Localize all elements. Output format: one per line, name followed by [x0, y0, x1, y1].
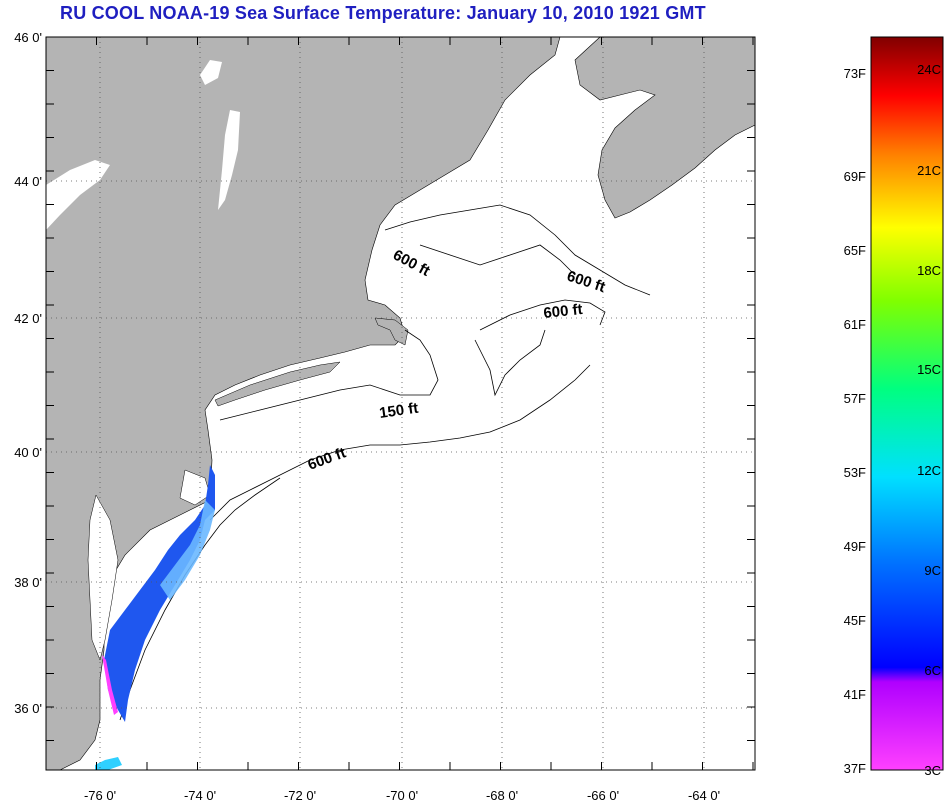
longitude-labels: -76 0' -74 0' -72 0' -70 0' -68 0' -66 0… — [84, 788, 720, 803]
long-island — [214, 361, 341, 407]
cape-cod — [374, 317, 409, 346]
contour-600ft-gulf-of-maine — [384, 204, 651, 397]
lon-tick-label: -72 0' — [284, 788, 316, 803]
colorbar-c-label: 9C — [924, 563, 941, 578]
lon-tick-label: -76 0' — [84, 788, 116, 803]
colorbar: 73F 69F 65F 61F 57F 53F 49F 45F 41F 37F 24C 21C 18C… — [844, 36, 944, 778]
colorbar-f-label: 37F — [844, 761, 866, 776]
colorbar-f-label: 53F — [844, 465, 866, 480]
map-title: RU COOL NOAA-19 Sea Surface Temperature:… — [60, 3, 706, 23]
sst-patch-small — [95, 757, 122, 770]
lon-tick-label: -68 0' — [486, 788, 518, 803]
lon-tick-label: -74 0' — [184, 788, 216, 803]
lat-tick-label: 46 0' — [14, 30, 42, 45]
colorbar-f-label: 57F — [844, 391, 866, 406]
colorbar-celsius-labels: 24C 21C 18C 15C 12C 9C 6C 3C — [917, 62, 941, 778]
lon-tick-label: -66 0' — [587, 788, 619, 803]
axis-ticks — [45, 36, 755, 770]
lat-tick-label: 42 0' — [14, 311, 42, 326]
colorbar-f-label: 65F — [844, 243, 866, 258]
colorbar-fahrenheit-labels: 73F 69F 65F 61F 57F 53F 49F 45F 41F 37F — [844, 66, 866, 776]
latitude-labels: 46 0' 44 0' 42 0' 40 0' 38 0' 36 0' — [14, 30, 42, 716]
map-grid — [46, 37, 755, 770]
contour-label: 150 ft — [378, 400, 419, 422]
colorbar-c-label: 12C — [917, 463, 941, 478]
colorbar-c-label: 24C — [917, 62, 941, 77]
colorbar-f-label: 73F — [844, 66, 866, 81]
colorbar-c-label: 15C — [917, 362, 941, 377]
land-maritimes — [574, 37, 755, 219]
sst-patch-warm-edge — [160, 500, 215, 600]
lat-tick-label: 44 0' — [14, 174, 42, 189]
lon-tick-label: -64 0' — [688, 788, 720, 803]
colorbar-c-label: 6C — [924, 663, 941, 678]
colorbar-c-label: 18C — [917, 263, 941, 278]
sst-patch — [104, 465, 215, 722]
colorbar-gradient — [870, 36, 944, 771]
delaware-bay — [179, 469, 211, 506]
colorbar-c-label: 3C — [924, 763, 941, 778]
lat-tick-label: 36 0' — [14, 701, 42, 716]
sst-patch-coast — [102, 655, 118, 715]
colorbar-f-label: 69F — [844, 169, 866, 184]
colorbar-f-label: 41F — [844, 687, 866, 702]
colorbar-c-label: 21C — [917, 163, 941, 178]
lat-tick-label: 40 0' — [14, 445, 42, 460]
land-mainland — [46, 37, 561, 770]
chesapeake-bay — [87, 494, 119, 661]
contour-label: 600 ft — [543, 301, 584, 322]
lat-tick-label: 38 0' — [14, 575, 42, 590]
lon-tick-label: -70 0' — [386, 788, 418, 803]
plot-frame — [45, 36, 756, 771]
colorbar-f-label: 61F — [844, 317, 866, 332]
colorbar-f-label: 49F — [844, 539, 866, 554]
colorbar-f-label: 45F — [844, 613, 866, 628]
contour-150ft — [219, 329, 439, 421]
